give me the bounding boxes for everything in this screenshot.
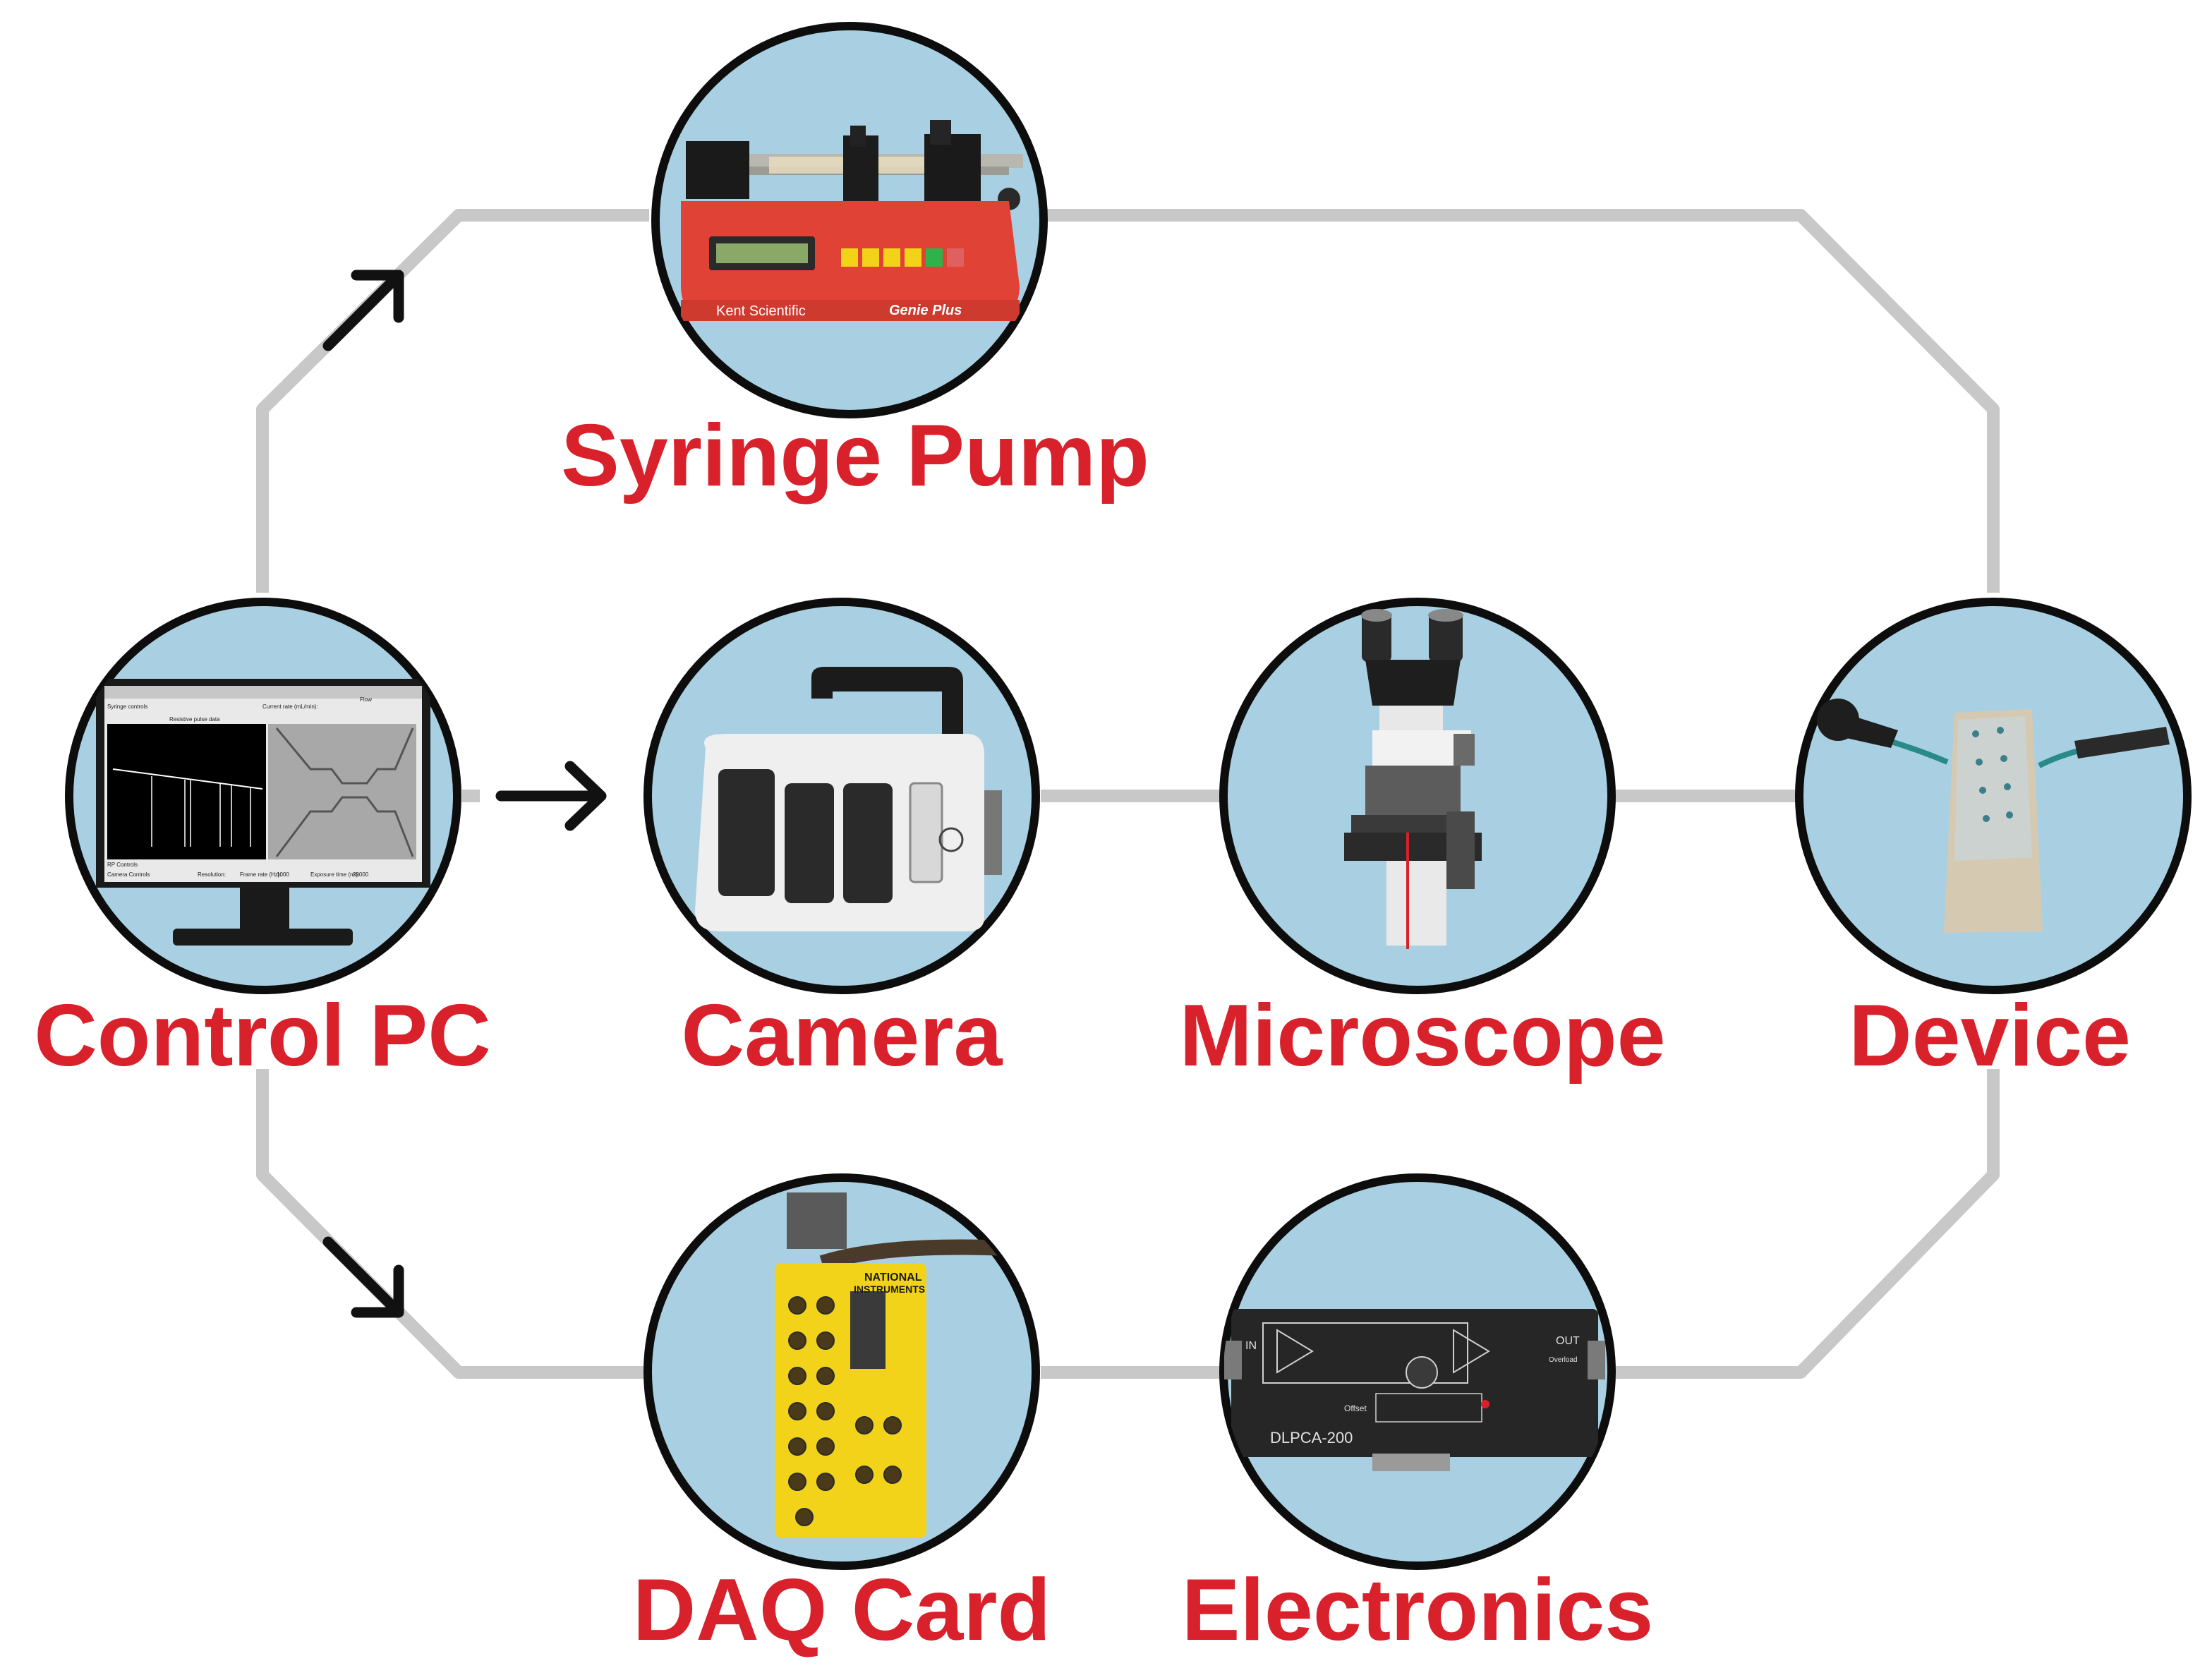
microscope-icon [1344, 609, 1482, 949]
daq-card-label: DAQ Card [633, 1562, 1051, 1659]
screen-frame-rate-value: 1000 [277, 871, 289, 878]
wire-pc-to-pump [256, 209, 649, 593]
node-camera [643, 598, 1040, 994]
screen-rp-controls: RP Controls [107, 862, 138, 868]
arrow-to-daq-icon [322, 1236, 404, 1318]
control-pc-label: Control PC [34, 987, 491, 1085]
camera-icon [695, 667, 1002, 931]
screen-exposure-value: 20000 [353, 871, 369, 878]
arrow-to-camera-icon [495, 761, 607, 831]
electronics-offset-label: Offset [1344, 1403, 1367, 1413]
microfluidic-device-icon [1817, 699, 2170, 933]
node-microscope [1219, 598, 1616, 994]
electronics-overload-label: Overload [1549, 1356, 1578, 1364]
device-label: Device [1849, 987, 2131, 1085]
syringe-pump-brand: Kent Scientific [716, 303, 806, 319]
screen-exposure: Exposure time (ns): [310, 871, 359, 878]
syringe-pump-model: Genie Plus [889, 303, 962, 318]
daq-brand-line2: INSTRUMENTS [854, 1284, 925, 1295]
electronics-label: Electronics [1182, 1562, 1654, 1659]
node-device [1795, 598, 2192, 994]
screen-current-rate: Current rate (mL/min): [262, 703, 318, 710]
node-syringe-pump: Kent Scientific Genie Plus [651, 22, 1048, 418]
wire-pc-to-daq [256, 1069, 649, 1379]
electronics-in-label: IN [1245, 1340, 1257, 1352]
electronics-model: DLPCA-200 [1270, 1429, 1353, 1446]
syringe-pump-icon: Kent Scientific Genie Plus [681, 120, 1023, 321]
wire-pump-to-device [1044, 209, 2000, 593]
screen-resolution: Resolution: [198, 871, 226, 878]
screen-flow-label: Flow [360, 696, 372, 703]
wire-electronics-to-device [1616, 1069, 2000, 1379]
camera-label: Camera [682, 987, 1003, 1085]
screen-frame-rate: Frame rate (Hz): [240, 871, 282, 878]
node-daq-card: NATIONAL INSTRUMENTS [643, 1173, 1040, 1570]
screen-syringe-controls: Syringe controls [107, 703, 147, 710]
node-control-pc: Syringe controls Current rate (mL/min): … [65, 598, 461, 994]
screen-plot-title: Resistive pulse data [169, 716, 220, 723]
screen-camera-controls: Camera Controls [107, 871, 150, 878]
daq-brand-line1: NATIONAL [864, 1272, 922, 1284]
microscope-label: Microscope [1179, 987, 1665, 1085]
monitor-icon: Syringe controls Current rate (mL/min): … [96, 679, 430, 946]
daq-card-icon: NATIONAL INSTRUMENTS [775, 1192, 1024, 1538]
electronics-out-label: OUT [1556, 1335, 1580, 1347]
node-electronics: IN OUT Overload Offset DLPCA-200 [1219, 1173, 1616, 1570]
amplifier-icon: IN OUT Overload Offset DLPCA-200 [1224, 1309, 1605, 1471]
arrow-to-pump-icon [322, 270, 404, 351]
syringe-pump-label: Syringe Pump [561, 407, 1149, 505]
